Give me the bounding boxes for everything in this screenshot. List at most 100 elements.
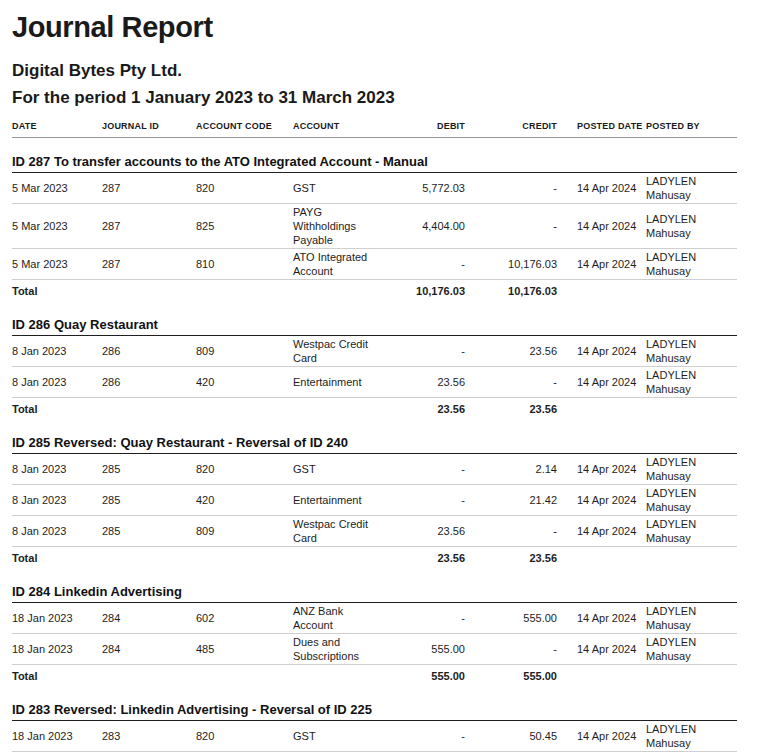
cell-account: GST bbox=[293, 454, 393, 485]
cell-posted-date: 14 Apr 2024 bbox=[557, 603, 646, 634]
total-spacer bbox=[557, 547, 737, 569]
col-header-journal-id: JOURNAL ID bbox=[102, 121, 196, 138]
total-debit: 555.00 bbox=[393, 665, 465, 687]
cell-account-code: 810 bbox=[196, 249, 293, 280]
journal-row: 8 Jan 2023 286 420 Entertainment 23.56 -… bbox=[12, 367, 737, 398]
journal-row: 5 Mar 2023 287 825 PAYG Withholdings Pay… bbox=[12, 204, 737, 249]
cell-journal-id: 283 bbox=[102, 721, 196, 752]
total-credit: 23.56 bbox=[465, 398, 557, 420]
col-header-debit: DEBIT bbox=[393, 121, 465, 138]
cell-date: 18 Jan 2023 bbox=[12, 721, 102, 752]
cell-debit: 23.56 bbox=[393, 367, 465, 398]
cell-date: 8 Jan 2023 bbox=[12, 516, 102, 547]
cell-posted-by: LADYLEN Mahusay bbox=[646, 454, 737, 485]
cell-account: PAYG Withholdings Payable bbox=[293, 204, 393, 249]
cell-credit: 2.14 bbox=[465, 454, 557, 485]
cell-date: 5 Mar 2023 bbox=[12, 204, 102, 249]
col-header-date: DATE bbox=[12, 121, 102, 138]
section-heading-row: ID 286 Quay Restaurant bbox=[12, 301, 737, 336]
journal-row: 18 Jan 2023 284 485 Dues and Subscriptio… bbox=[12, 634, 737, 665]
cell-journal-id: 284 bbox=[102, 603, 196, 634]
cell-account: GST bbox=[293, 721, 393, 752]
cell-credit: - bbox=[465, 367, 557, 398]
cell-account: Dues and Subscriptions bbox=[293, 634, 393, 665]
cell-credit: - bbox=[465, 204, 557, 249]
total-spacer bbox=[557, 398, 737, 420]
cell-credit: 555.00 bbox=[465, 603, 557, 634]
cell-account: Westpac Credit Card bbox=[293, 336, 393, 367]
section-heading: ID 284 Linkedin Advertising bbox=[12, 568, 737, 603]
total-credit: 555.00 bbox=[465, 665, 557, 687]
total-label: Total bbox=[12, 398, 393, 420]
cell-posted-by: LADYLEN Mahusay bbox=[646, 367, 737, 398]
cell-account-code: 420 bbox=[196, 485, 293, 516]
cell-journal-id: 285 bbox=[102, 516, 196, 547]
cell-posted-by: LADYLEN Mahusay bbox=[646, 204, 737, 249]
cell-account: ATO Integrated Account bbox=[293, 249, 393, 280]
cell-date: 8 Jan 2023 bbox=[12, 485, 102, 516]
cell-debit: 555.00 bbox=[393, 634, 465, 665]
cell-date: 18 Jan 2023 bbox=[12, 603, 102, 634]
cell-debit: 23.56 bbox=[393, 516, 465, 547]
cell-account-code: 809 bbox=[196, 336, 293, 367]
cell-posted-date: 14 Apr 2024 bbox=[557, 721, 646, 752]
journal-row: 18 Jan 2023 283 820 GST - 50.45 14 Apr 2… bbox=[12, 721, 737, 752]
cell-journal-id: 286 bbox=[102, 336, 196, 367]
cell-date: 5 Mar 2023 bbox=[12, 249, 102, 280]
cell-date: 5 Mar 2023 bbox=[12, 173, 102, 204]
cell-debit: 555.00 bbox=[393, 752, 465, 755]
total-label: Total bbox=[12, 280, 393, 302]
column-header-row: DATE JOURNAL ID ACCOUNT CODE ACCOUNT DEB… bbox=[12, 121, 737, 138]
cell-account-code: 820 bbox=[196, 173, 293, 204]
journal-section: ID 283 Reversed: Linkedin Advertising - … bbox=[12, 686, 737, 755]
journal-row: 8 Jan 2023 285 809 Westpac Credit Card 2… bbox=[12, 516, 737, 547]
cell-account-code: 820 bbox=[196, 454, 293, 485]
journal-row: 5 Mar 2023 287 810 ATO Integrated Accoun… bbox=[12, 249, 737, 280]
cell-posted-date: 14 Apr 2024 bbox=[557, 454, 646, 485]
cell-posted-by: LADYLEN Mahusay bbox=[646, 721, 737, 752]
section-total-row: Total 10,176.03 10,176.03 bbox=[12, 280, 737, 302]
report-period: For the period 1 January 2023 to 31 Marc… bbox=[12, 88, 737, 108]
cell-posted-date: 14 Apr 2024 bbox=[557, 485, 646, 516]
cell-account-code: 420 bbox=[196, 367, 293, 398]
cell-debit: - bbox=[393, 454, 465, 485]
cell-date: 18 Jan 2023 bbox=[12, 752, 102, 755]
section-total-row: Total 23.56 23.56 bbox=[12, 398, 737, 420]
cell-credit: - bbox=[465, 634, 557, 665]
cell-debit: - bbox=[393, 603, 465, 634]
report-title: Journal Report bbox=[12, 11, 737, 44]
section-total-row: Total 555.00 555.00 bbox=[12, 665, 737, 687]
section-heading: ID 283 Reversed: Linkedin Advertising - … bbox=[12, 686, 737, 721]
journal-row: 18 Jan 2023 283 602 ANZ Bank Account 555… bbox=[12, 752, 737, 755]
cell-credit: 50.45 bbox=[465, 721, 557, 752]
section-total-row: Total 23.56 23.56 bbox=[12, 547, 737, 569]
cell-date: 18 Jan 2023 bbox=[12, 634, 102, 665]
total-spacer bbox=[557, 280, 737, 302]
cell-posted-date: 14 Apr 2024 bbox=[557, 752, 646, 755]
cell-journal-id: 285 bbox=[102, 485, 196, 516]
journal-section: ID 285 Reversed: Quay Restaurant - Rever… bbox=[12, 419, 737, 568]
journal-row: 18 Jan 2023 284 602 ANZ Bank Account - 5… bbox=[12, 603, 737, 634]
table-header: DATE JOURNAL ID ACCOUNT CODE ACCOUNT DEB… bbox=[12, 121, 737, 138]
cell-account-code: 485 bbox=[196, 634, 293, 665]
cell-posted-by: LADYLEN Mahusay bbox=[646, 603, 737, 634]
cell-posted-by: LADYLEN Mahusay bbox=[646, 634, 737, 665]
cell-credit: 23.56 bbox=[465, 336, 557, 367]
col-header-account-code: ACCOUNT CODE bbox=[196, 121, 293, 138]
total-spacer bbox=[557, 665, 737, 687]
cell-journal-id: 284 bbox=[102, 634, 196, 665]
total-label: Total bbox=[12, 665, 393, 687]
cell-posted-by: LADYLEN Mahusay bbox=[646, 752, 737, 755]
cell-posted-by: LADYLEN Mahusay bbox=[646, 485, 737, 516]
total-credit: 10,176.03 bbox=[465, 280, 557, 302]
cell-journal-id: 283 bbox=[102, 752, 196, 755]
cell-account-code: 602 bbox=[196, 752, 293, 755]
cell-account-code: 602 bbox=[196, 603, 293, 634]
journal-row: 8 Jan 2023 286 809 Westpac Credit Card -… bbox=[12, 336, 737, 367]
total-label: Total bbox=[12, 547, 393, 569]
cell-posted-date: 14 Apr 2024 bbox=[557, 249, 646, 280]
cell-credit: 10,176.03 bbox=[465, 249, 557, 280]
cell-debit: 4,404.00 bbox=[393, 204, 465, 249]
cell-account: ANZ Bank Account bbox=[293, 752, 393, 755]
cell-posted-by: LADYLEN Mahusay bbox=[646, 249, 737, 280]
